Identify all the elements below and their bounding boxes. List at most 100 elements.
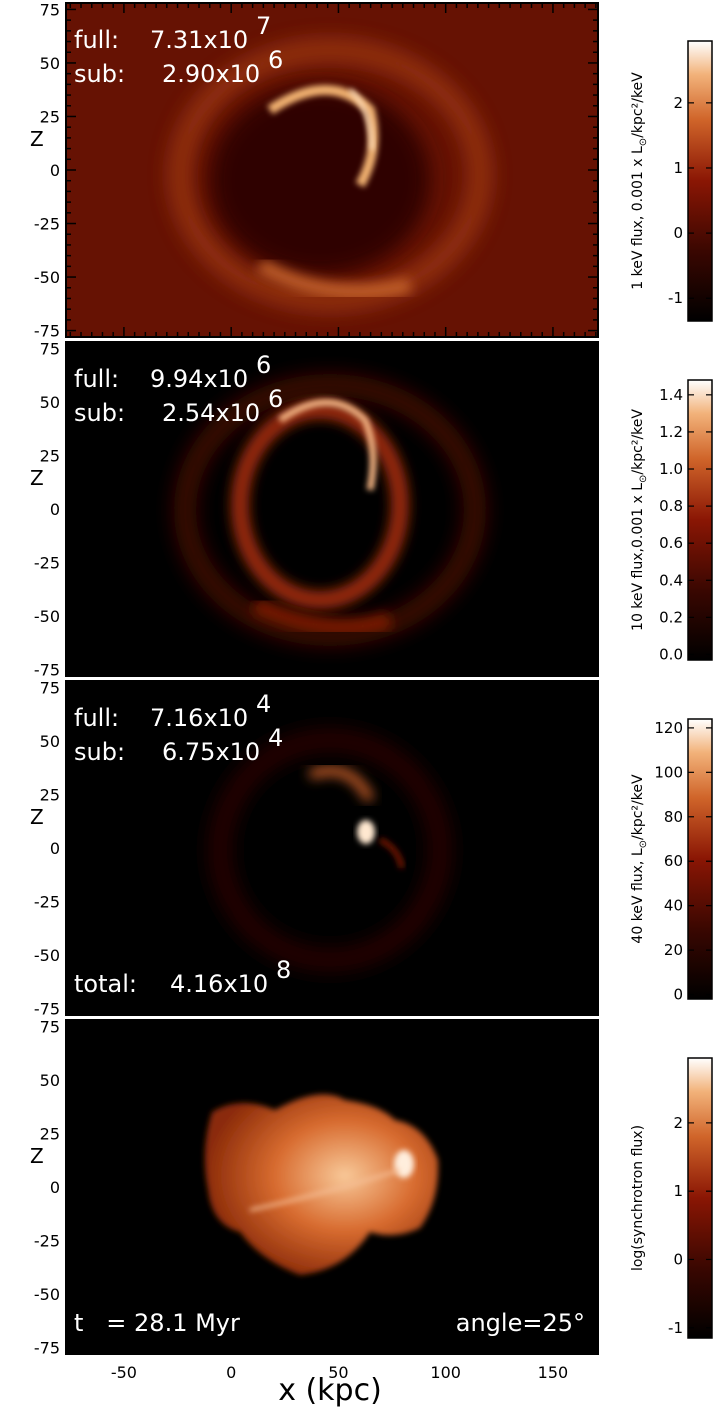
panel-1 <box>66 3 598 337</box>
panel-1-full-exponent: 7 <box>256 12 271 40</box>
colorbar-tick-label: 20 <box>664 941 683 959</box>
z-axis-label: Z <box>30 1144 44 1168</box>
colorbar-tick-label: 1 <box>673 1182 683 1200</box>
panel-2-sub-value: 2.54x10 <box>162 399 260 427</box>
colorbar-label-sun: ⊙ <box>638 138 649 146</box>
z-tick-label: 0 <box>50 1178 60 1197</box>
colorbar-tick-label: 40 <box>664 897 683 915</box>
z-tick-label: 50 <box>40 732 60 751</box>
z-tick-label: 50 <box>40 54 60 73</box>
axes-layer: 75 50 25 0 -25 -50 -75 Z 75 50 25 0 -25 -50 -75 Z 75 50 25… <box>30 0 599 1382</box>
colorbar-scale <box>687 1057 713 1339</box>
panel-1-sub-exponent: 6 <box>268 46 283 74</box>
colorbar-label-prefix: 10 keV flux,0.001 x L <box>630 483 646 631</box>
z-tick-label: 0 <box>50 161 60 180</box>
colorbar-tick-label: 0 <box>673 1250 683 1268</box>
z-tick-label: 0 <box>50 500 60 519</box>
colorbar-tick-label: 80 <box>664 808 683 826</box>
panel-1-colorbar: -1 0 1 2 1 keV flux, 0.001 x L⊙/kpc²/keV <box>630 40 713 322</box>
z-tick-label: 25 <box>40 1124 60 1143</box>
colorbar-scale <box>687 718 713 1000</box>
z-tick-label: 75 <box>40 678 60 697</box>
panel-4-colorbar: -1 0 1 2 log(synchrotron flux) <box>630 1057 713 1339</box>
colorbar-tick-label: 100 <box>654 763 683 781</box>
x-tick-label: 150 <box>538 1363 569 1382</box>
panel-3-full-prefix: full: <box>74 704 119 732</box>
panel-3-sub-exponent: 4 <box>268 724 283 752</box>
panel-1-emission <box>169 39 491 311</box>
panel-1-full-prefix: full: <box>74 26 119 54</box>
colorbar-scale <box>687 40 713 322</box>
z-axis-label: Z <box>30 805 44 829</box>
colorbar-label-prefix: log(synchrotron flux) <box>630 1125 646 1271</box>
panel-2-sub-exponent: 6 <box>268 385 283 413</box>
x-tick-label: 0 <box>226 1363 236 1382</box>
panel-1-axes: 75 50 25 0 -25 -50 -75 Z <box>30 0 599 341</box>
panel-3-colorbar: 0 20 40 60 80 100 120 40 keV flux, L⊙/kpc²/keV <box>630 718 713 1004</box>
panel-4-emission <box>0 0 439 1275</box>
panel-1-annotations: full: 7.31x10 7 sub: 2.90x10 6 <box>74 12 283 88</box>
panel-1-sub-value: 2.90x10 <box>162 60 260 88</box>
x-tick-label: -50 <box>111 1363 137 1382</box>
panel-3-sub-value: 6.75x10 <box>162 738 260 766</box>
panel-1-sub-prefix: sub: <box>74 60 125 88</box>
colorbar-tick-label: 1 <box>673 159 683 177</box>
colorbar-tick-label: 0.0 <box>659 645 683 663</box>
panel-4-angle-label: angle=25° <box>456 1309 585 1337</box>
colorbar-tick-label: 0.8 <box>659 497 683 515</box>
z-tick-label: 25 <box>40 785 60 804</box>
panel-2-annotations: full: 9.94x10 6 sub: 2.54x10 6 <box>74 351 283 427</box>
panel-2 <box>66 342 598 676</box>
panel-2-colorbar: 0.0 0.2 0.4 0.6 0.8 1.0 1.2 1.4 10 keV flux,0.00… <box>630 379 713 663</box>
panel-2-full-prefix: full: <box>74 365 119 393</box>
z-tick-label: 25 <box>40 446 60 465</box>
z-tick-label: 75 <box>40 0 60 19</box>
z-tick-label: 50 <box>40 393 60 412</box>
colorbar-label-suffix: /kpc²/keV <box>630 774 646 840</box>
z-tick-label: 75 <box>40 339 60 358</box>
colorbar-scale <box>687 379 713 661</box>
panel-3-total-prefix: total: <box>74 970 137 998</box>
panel-3-annotations: full: 7.16x10 4 sub: 6.75x10 4 total: 4.… <box>74 690 291 998</box>
colorbar-tick-label: 60 <box>664 852 683 870</box>
z-tick-label: -25 <box>34 893 60 912</box>
x-tick-label: 100 <box>430 1363 461 1382</box>
z-tick-label: 75 <box>40 1017 60 1036</box>
z-tick-label: -25 <box>34 215 60 234</box>
colorbar-label-prefix: 40 keV flux, L <box>630 848 646 943</box>
colorbar-label-suffix: /kpc²/keV <box>630 72 646 138</box>
colorbar-label: log(synchrotron flux) <box>630 1125 646 1271</box>
colorbar-label: 10 keV flux,0.001 x L⊙/kpc²/keV <box>630 409 649 631</box>
colorbar-label-sun: ⊙ <box>638 840 649 848</box>
colorbar-tick-label: 0.6 <box>659 534 683 552</box>
colorbar-tick-label: 0 <box>673 986 683 1004</box>
z-tick-label: -25 <box>34 554 60 573</box>
colorbar-tick-label: 0 <box>673 224 683 242</box>
colorbar-tick-label: 2 <box>673 1114 683 1132</box>
colorbar-tick-label: 1.4 <box>659 386 683 404</box>
panel-3-total-exponent: 8 <box>276 956 291 984</box>
panel-4-annotations: t = 28.1 Myr angle=25° <box>74 1309 585 1337</box>
panel-4 <box>0 0 598 1354</box>
z-tick-label: -50 <box>34 946 60 965</box>
colorbar-tick-label: 120 <box>654 719 683 737</box>
panel-4-axes: 75 50 25 0 -25 -50 -75 Z <box>30 1017 599 1358</box>
panel-3 <box>66 681 598 1015</box>
colorbar-tick-label: 0.4 <box>659 571 683 589</box>
panel-2-full-value: 9.94x10 <box>150 365 248 393</box>
panel-3-emission <box>210 730 450 970</box>
colorbar-label-sun: ⊙ <box>638 475 649 483</box>
panel-2-full-exponent: 6 <box>256 351 271 379</box>
z-tick-label: -50 <box>34 607 60 626</box>
colorbar-tick-label: 1.2 <box>659 423 683 441</box>
panel-3-sub-prefix: sub: <box>74 738 125 766</box>
panel-2-emission <box>174 374 486 646</box>
colorbar-tick-label: 1.0 <box>659 460 683 478</box>
panel-3-axes: 75 50 25 0 -25 -50 -75 Z <box>30 678 599 1019</box>
panel-3-full-value: 7.16x10 <box>150 704 248 732</box>
z-tick-label: -25 <box>34 1232 60 1251</box>
z-axis-label: Z <box>30 466 44 490</box>
colorbar-label: 1 keV flux, 0.001 x L⊙/kpc²/keV <box>630 72 649 290</box>
panel-2-sub-prefix: sub: <box>74 399 125 427</box>
